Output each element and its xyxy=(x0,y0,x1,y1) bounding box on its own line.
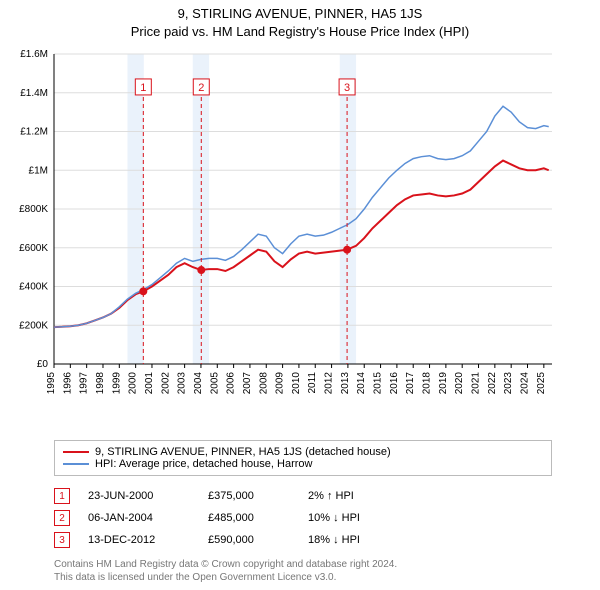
svg-text:2024: 2024 xyxy=(520,372,531,395)
figure: 9, STIRLING AVENUE, PINNER, HA5 1JS Pric… xyxy=(0,0,600,590)
svg-text:2018: 2018 xyxy=(422,372,433,395)
svg-text:2009: 2009 xyxy=(275,372,286,395)
svg-text:3: 3 xyxy=(344,82,350,94)
svg-text:2013: 2013 xyxy=(340,372,351,395)
svg-text:2001: 2001 xyxy=(144,372,155,395)
sale-marker: 3 xyxy=(54,532,70,548)
svg-text:2010: 2010 xyxy=(291,372,302,395)
sale-price: £485,000 xyxy=(208,512,308,524)
legend-swatch xyxy=(63,463,89,465)
sale-row: 3 13-DEC-2012£590,00018% ↓ HPI xyxy=(54,532,552,548)
svg-text:2023: 2023 xyxy=(503,372,514,395)
svg-text:2002: 2002 xyxy=(160,372,171,395)
svg-text:1: 1 xyxy=(140,82,146,94)
svg-text:£600K: £600K xyxy=(19,243,48,254)
svg-text:2015: 2015 xyxy=(373,372,384,395)
svg-text:1995: 1995 xyxy=(46,372,57,395)
legend-item: HPI: Average price, detached house, Harr… xyxy=(63,458,543,470)
legend-label: 9, STIRLING AVENUE, PINNER, HA5 1JS (det… xyxy=(95,446,391,458)
svg-text:£800K: £800K xyxy=(19,204,48,215)
svg-text:2007: 2007 xyxy=(242,372,253,395)
sale-diff: 18% ↓ HPI xyxy=(308,534,428,546)
sale-marker: 2 xyxy=(54,510,70,526)
legend-label: HPI: Average price, detached house, Harr… xyxy=(95,458,312,470)
footer-line2: This data is licensed under the Open Gov… xyxy=(54,571,552,584)
legend-swatch xyxy=(63,451,89,453)
svg-text:2021: 2021 xyxy=(471,372,482,395)
svg-text:£1M: £1M xyxy=(29,165,48,176)
svg-text:2020: 2020 xyxy=(454,372,465,395)
svg-text:1999: 1999 xyxy=(111,372,122,395)
subtitle: Price paid vs. HM Land Registry's House … xyxy=(0,24,600,39)
svg-text:2000: 2000 xyxy=(128,372,139,395)
svg-text:£0: £0 xyxy=(37,359,49,370)
sale-date: 23-JUN-2000 xyxy=(88,490,208,502)
svg-text:2011: 2011 xyxy=(307,372,318,394)
footer-line1: Contains HM Land Registry data © Crown c… xyxy=(54,558,552,571)
svg-text:2012: 2012 xyxy=(324,372,335,395)
sale-row: 2 06-JAN-2004£485,00010% ↓ HPI xyxy=(54,510,552,526)
svg-text:£1.2M: £1.2M xyxy=(20,127,48,138)
address-title: 9, STIRLING AVENUE, PINNER, HA5 1JS xyxy=(0,6,600,21)
svg-text:2017: 2017 xyxy=(405,372,416,395)
svg-text:2008: 2008 xyxy=(258,372,269,395)
svg-text:2014: 2014 xyxy=(356,372,367,395)
sale-date: 13-DEC-2012 xyxy=(88,534,208,546)
svg-text:2025: 2025 xyxy=(536,372,547,395)
svg-text:£1.4M: £1.4M xyxy=(20,88,48,99)
svg-text:2016: 2016 xyxy=(389,372,400,395)
sale-diff: 2% ↑ HPI xyxy=(308,490,428,502)
svg-text:£1.6M: £1.6M xyxy=(20,49,48,60)
svg-text:2003: 2003 xyxy=(177,372,188,395)
svg-text:1998: 1998 xyxy=(95,372,106,395)
svg-text:2019: 2019 xyxy=(438,372,449,395)
svg-text:£400K: £400K xyxy=(19,282,48,293)
sale-marker: 1 xyxy=(54,488,70,504)
price-chart: £0 £200K £400K £600K £800K £1M £1.2M £1.4M £1.6M… xyxy=(0,44,600,434)
legend-box: 9, STIRLING AVENUE, PINNER, HA5 1JS (det… xyxy=(54,440,552,476)
sale-diff: 10% ↓ HPI xyxy=(308,512,428,524)
svg-text:2022: 2022 xyxy=(487,372,498,395)
sale-price: £590,000 xyxy=(208,534,308,546)
svg-text:1997: 1997 xyxy=(79,372,90,395)
legend-item: 9, STIRLING AVENUE, PINNER, HA5 1JS (det… xyxy=(63,446,543,458)
svg-text:1996: 1996 xyxy=(62,372,73,395)
sale-date: 06-JAN-2004 xyxy=(88,512,208,524)
footer-text: Contains HM Land Registry data © Crown c… xyxy=(54,558,552,584)
sale-price: £375,000 xyxy=(208,490,308,502)
sale-row: 1 23-JUN-2000£375,0002% ↑ HPI xyxy=(54,488,552,504)
svg-text:2005: 2005 xyxy=(209,372,220,395)
svg-text:£200K: £200K xyxy=(19,320,48,331)
svg-text:2006: 2006 xyxy=(226,372,237,395)
svg-text:2: 2 xyxy=(198,82,204,94)
svg-text:2004: 2004 xyxy=(193,372,204,395)
